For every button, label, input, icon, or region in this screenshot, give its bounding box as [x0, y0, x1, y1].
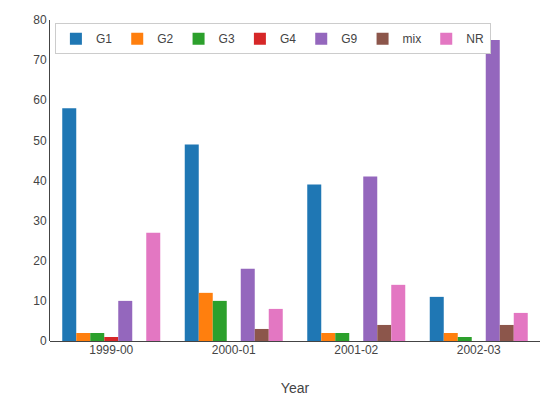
- svg-text:1999-00: 1999-00: [89, 343, 133, 357]
- svg-text:G4: G4: [280, 32, 296, 46]
- svg-text:G1: G1: [96, 32, 112, 46]
- svg-text:30: 30: [33, 214, 47, 228]
- svg-text:60: 60: [33, 93, 47, 107]
- svg-text:10: 10: [33, 294, 47, 308]
- svg-text:2000-01: 2000-01: [212, 343, 256, 357]
- svg-text:G3: G3: [219, 32, 235, 46]
- svg-text:Year: Year: [281, 380, 310, 396]
- svg-text:NR: NR: [466, 32, 484, 46]
- svg-text:80: 80: [33, 13, 47, 27]
- svg-text:G9: G9: [341, 32, 357, 46]
- svg-text:0: 0: [40, 334, 47, 348]
- svg-text:2002-03: 2002-03: [457, 343, 501, 357]
- svg-text:40: 40: [33, 174, 47, 188]
- svg-text:70: 70: [33, 53, 47, 67]
- svg-text:50: 50: [33, 134, 47, 148]
- svg-text:20: 20: [33, 254, 47, 268]
- svg-text:mix: mix: [403, 32, 422, 46]
- svg-text:2001-02: 2001-02: [334, 343, 378, 357]
- svg-text:G2: G2: [157, 32, 173, 46]
